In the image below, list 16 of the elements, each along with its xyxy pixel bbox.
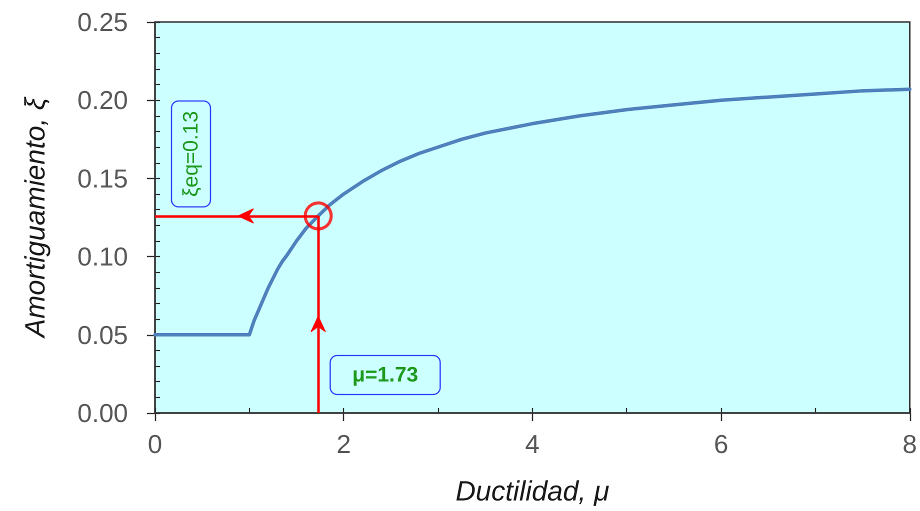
x-tick-label: 2: [336, 429, 351, 459]
y-tick-label: 0.05: [77, 320, 128, 350]
y-tick-label: 0.10: [77, 242, 128, 272]
x-tick-label: 6: [714, 429, 728, 459]
y-axis-title: Amortiguamiento, ξ: [20, 96, 50, 340]
y-tick-label: 0.25: [77, 7, 128, 37]
y-tick-label: 0.00: [77, 398, 128, 428]
x-tick-label: 8: [902, 429, 918, 459]
ref-line-label: μ=1.73: [352, 364, 418, 386]
x-axis-title: Ductilidad, μ: [455, 476, 610, 506]
x-tick-label: 0: [148, 429, 162, 459]
y-tick-label: 0.20: [77, 85, 128, 116]
y-tick-label: 0.15: [77, 163, 128, 194]
line-series: [153, 88, 912, 337]
x-tick-label: 4: [525, 429, 540, 459]
ref-line-label: ξeq=0.13: [180, 110, 202, 197]
